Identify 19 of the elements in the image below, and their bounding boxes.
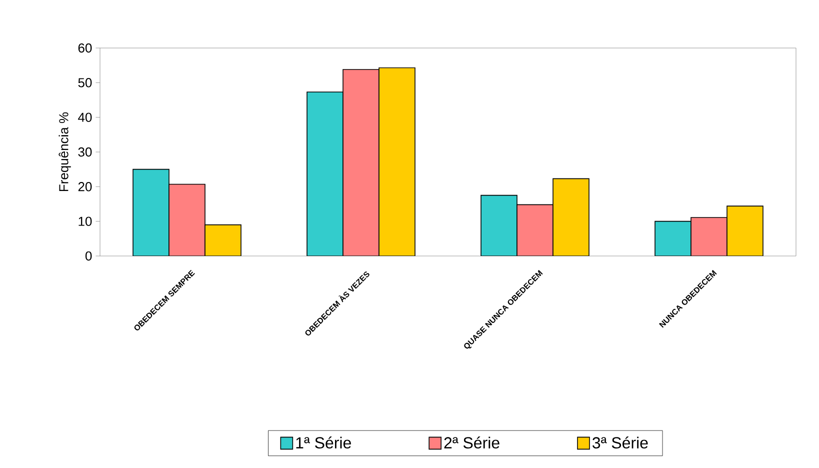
y-axis-title: Frequência % (58, 112, 71, 192)
y-tick-label: 30 (78, 147, 92, 157)
legend-label: 1ª Série (296, 436, 351, 448)
bar (342, 69, 380, 256)
bar (552, 178, 590, 256)
bar (690, 217, 728, 256)
y-tick-label: 0 (85, 251, 92, 261)
y-tick-label: 10 (78, 216, 92, 226)
legend-label: 2ª Série (444, 436, 500, 448)
y-tick-label: 60 (78, 43, 92, 53)
y-tick-label: 20 (78, 182, 92, 192)
y-tick-label: 40 (78, 112, 92, 122)
y-tick-label: 50 (78, 78, 92, 88)
bar (726, 206, 764, 256)
legend-label: 3ª Série (592, 436, 648, 448)
bar (378, 67, 416, 256)
bar (204, 224, 242, 256)
bar (516, 204, 554, 256)
bar (168, 184, 206, 256)
